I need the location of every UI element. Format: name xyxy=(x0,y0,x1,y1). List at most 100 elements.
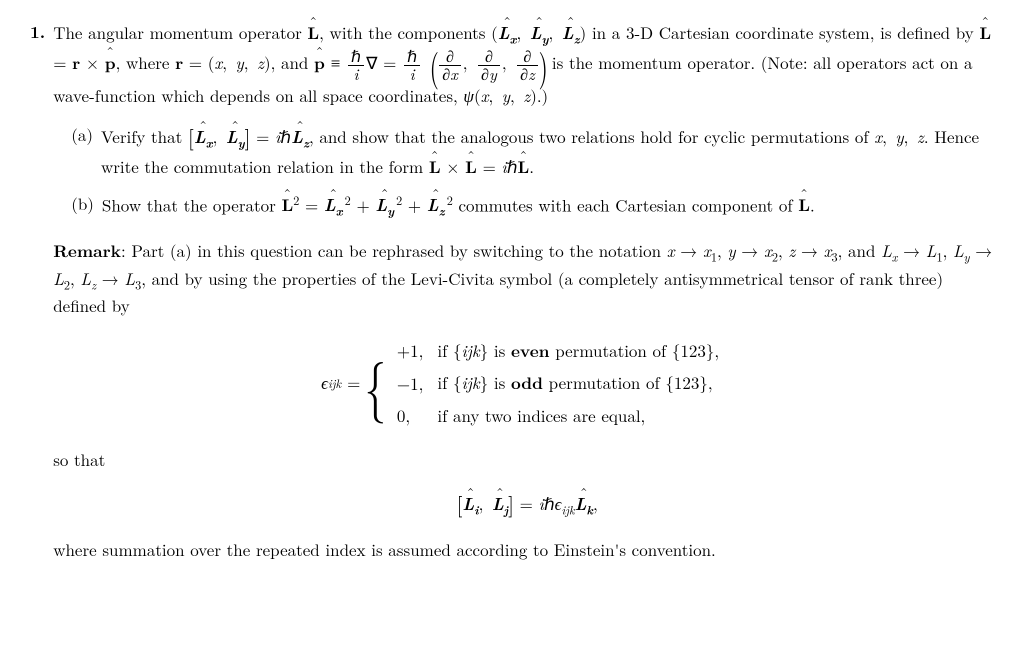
part-b-body: Show that the operator ˆL2 = ˆLx2 + ˆLy2… xyxy=(102,191,1001,220)
Lx-op: ˆLx xyxy=(498,21,517,48)
psiz: z xyxy=(523,83,530,107)
problem-1: 1. The angular momentum operator ˆL, wit… xyxy=(30,20,1001,562)
times: × xyxy=(80,50,105,74)
h: ˆ xyxy=(800,182,808,206)
L2: ˆL xyxy=(465,155,477,181)
b2: } is xyxy=(480,370,511,394)
a-4: . xyxy=(529,154,534,178)
y1: y xyxy=(489,62,497,85)
h: ˆ xyxy=(519,144,527,168)
hbar-over-i-2: ℏi xyxy=(404,48,420,83)
h: ˆ xyxy=(432,182,440,206)
equiv: ≡ xyxy=(325,50,346,74)
c: permutation of {123}, xyxy=(543,370,713,394)
eps: ϵ xyxy=(321,370,328,396)
h: ˆ xyxy=(496,481,504,505)
c: permutation of {123}, xyxy=(550,338,720,362)
Lj: ˆLj xyxy=(492,492,508,519)
x2: x xyxy=(764,238,772,262)
Ly: L xyxy=(953,238,964,262)
case-row-3: 0, if any two indices are equal, xyxy=(397,400,733,432)
intro-text-1: The angular momentum operator xyxy=(53,20,307,44)
commutator-eq: [ˆLi, ˆLj] = iℏϵijkˆLk, xyxy=(53,489,1001,521)
s1l: 1 xyxy=(936,247,942,265)
r-vec-2: r xyxy=(175,51,183,75)
cases-table: +1, if {ijk} is even permutation of {123… xyxy=(397,335,733,432)
y: y xyxy=(236,50,244,74)
intro-text-5: , and xyxy=(271,50,314,74)
Lx-a: ˆLx xyxy=(194,125,213,152)
L3: L xyxy=(124,266,135,290)
h: ˆ xyxy=(467,144,475,168)
part-a-body: Verify that [ˆLx, ˆLy] = iℏˆLz, and show… xyxy=(101,122,1001,180)
b-2: commutes with each Cartesian component o… xyxy=(453,192,798,216)
Lsq: ˆL xyxy=(281,193,293,219)
intro-text-2: , with the components xyxy=(319,20,491,44)
case-cond-2: if {ijk} is odd permutation of {123}, xyxy=(437,367,733,400)
b-3: . xyxy=(810,192,815,216)
hat: ˆ xyxy=(981,10,989,34)
psiy: y xyxy=(502,83,510,107)
intro-text-3: in a 3-D Cartesian coordinate system, is… xyxy=(586,20,979,44)
eq2: = xyxy=(183,50,208,74)
z: z xyxy=(917,124,924,148)
Lxsq: ˆLx xyxy=(324,193,343,220)
b-1: Show that the operator xyxy=(102,192,282,216)
remark-2: , and xyxy=(838,238,881,262)
p-op: ˆp xyxy=(105,51,116,77)
a2: → xyxy=(736,238,764,262)
z: z xyxy=(257,50,264,74)
x1: x xyxy=(450,62,458,85)
levi-civita-def: ϵijk = { +1, if {ijk} is even permutatio… xyxy=(53,335,1001,432)
s2l: 2 xyxy=(64,275,70,293)
a4: → xyxy=(897,238,925,262)
case-row-1: +1, if {ijk} is even permutation of {123… xyxy=(397,335,733,368)
case-val-2: −1, xyxy=(397,367,437,400)
ddy: ∂∂y xyxy=(478,48,500,83)
x3: x xyxy=(824,238,832,262)
x: x xyxy=(667,238,675,262)
hat: ˆ xyxy=(315,40,323,64)
p2y: ∂ xyxy=(481,62,489,85)
Lz: L xyxy=(80,266,91,290)
x: x xyxy=(874,124,882,148)
eq: = xyxy=(299,192,324,216)
Li: ˆLi xyxy=(462,492,478,519)
L2: L xyxy=(53,266,64,290)
s2: 2 xyxy=(772,247,778,265)
s: j xyxy=(504,500,508,518)
ddz: ∂∂z xyxy=(517,48,538,83)
part-a: (a) Verify that [ˆLx, ˆLy] = iℏˆLz, and … xyxy=(53,122,1001,180)
Lfin: ˆL xyxy=(798,193,810,219)
Lzsq: ˆLz xyxy=(427,193,445,220)
h: ˆ xyxy=(296,114,304,138)
hb: ℏ xyxy=(280,124,291,148)
hat: ˆ xyxy=(535,10,543,34)
hat: ˆ xyxy=(567,10,575,34)
a-1: Verify that xyxy=(101,124,188,148)
Lysq: ˆLy xyxy=(375,193,394,220)
case-cond-1: if {ijk} is even permutation of {123}, xyxy=(437,335,733,368)
Ly-a: ˆLy xyxy=(226,125,245,152)
Lz-a: ˆLz xyxy=(291,125,309,152)
b2: } is xyxy=(480,338,511,362)
i-d: i xyxy=(348,66,364,83)
sub: ijk xyxy=(561,500,574,518)
p: if xyxy=(437,370,453,394)
h: ˆ xyxy=(381,182,389,206)
s1: 1 xyxy=(711,247,717,265)
final-sentence: where summation over the repeated index … xyxy=(53,537,1001,563)
remark-3: , and by using the properties of the Lev… xyxy=(53,266,943,318)
hat: ˆ xyxy=(503,10,511,34)
case-val-1: +1, xyxy=(397,335,437,368)
hb: ℏ xyxy=(507,154,518,178)
hat-glyph: ˆ xyxy=(309,10,317,34)
L1: ˆL xyxy=(429,155,441,181)
remark-1: : Part (a) in this question can be rephr… xyxy=(121,238,667,262)
hat: ˆ xyxy=(106,40,114,64)
odd: odd xyxy=(511,371,543,395)
problem-content: The angular momentum operator ˆL, with t… xyxy=(53,20,1001,562)
s: ijk xyxy=(461,370,479,394)
sothat: so that xyxy=(53,447,1001,473)
a3: → xyxy=(795,238,823,262)
